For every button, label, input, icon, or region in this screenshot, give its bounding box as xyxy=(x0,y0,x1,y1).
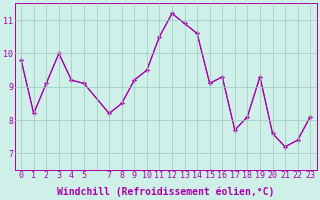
X-axis label: Windchill (Refroidissement éolien,°C): Windchill (Refroidissement éolien,°C) xyxy=(57,186,274,197)
